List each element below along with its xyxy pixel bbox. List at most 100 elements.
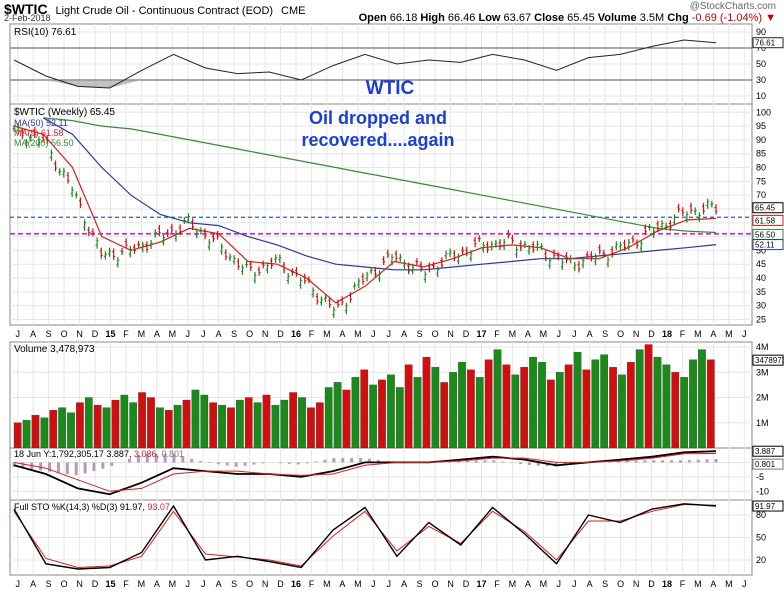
- x-tick-label-lower: O: [246, 579, 253, 589]
- volume-bar: [147, 397, 155, 449]
- price-panel-frame: [9, 103, 753, 326]
- price-y-tick: 80: [756, 163, 766, 173]
- x-tick-label-upper: J: [15, 329, 20, 339]
- x-tick-label-lower: M: [169, 579, 177, 589]
- volume-bar: [84, 397, 93, 449]
- watermark: @StockCharts.com: [689, 1, 776, 12]
- x-tick-label-lower: J: [386, 579, 391, 589]
- macd-legend-value-2: 0.801: [161, 449, 184, 459]
- chg-label: Chg: [667, 12, 689, 24]
- macd-histogram-bar: [216, 462, 220, 465]
- x-tick-label-lower: S: [46, 579, 52, 589]
- volume-bar: [49, 409, 58, 449]
- macd-histogram-bar: [305, 462, 309, 464]
- macd-histogram-bar: [643, 460, 647, 463]
- volume-bar: [307, 407, 315, 449]
- volume-bar: [475, 377, 484, 449]
- x-tick-label-upper: S: [417, 329, 423, 339]
- x-tick-label-lower: M: [694, 579, 702, 589]
- ma-legend-2: MA(200) 56.50: [14, 138, 74, 148]
- x-tick-label-lower: M: [540, 579, 548, 589]
- volume-bar: [573, 351, 582, 449]
- macd-legend-value-1: 3.086,: [134, 449, 162, 459]
- price-y-tick: 85: [756, 149, 766, 159]
- x-tick-label-upper: J: [371, 329, 376, 339]
- volume-bar: [698, 349, 706, 449]
- volume-bar: [120, 394, 129, 449]
- volume-bar: [440, 382, 449, 449]
- macd-histogram-bar: [190, 458, 194, 463]
- x-tick-label-upper: A: [710, 329, 716, 339]
- x-tick-label-lower: 16: [291, 579, 301, 589]
- macd-histogram-bar: [207, 462, 211, 463]
- macd-histogram-bar: [492, 460, 496, 463]
- x-tick-label-upper: F: [494, 329, 500, 339]
- x-tick-label-lower: A: [525, 579, 531, 589]
- price-y-tick: 45: [756, 259, 766, 269]
- x-tick-label-lower: F: [494, 579, 500, 589]
- sto-legend-d: 93.07: [147, 502, 170, 512]
- volume-bar: [484, 359, 493, 449]
- x-tick-label-lower: M: [354, 579, 362, 589]
- open-label: Open: [358, 12, 387, 24]
- x-tick-label-lower: M: [509, 579, 517, 589]
- x-tick-label-upper: M: [354, 329, 362, 339]
- macd-histogram-bar: [65, 462, 69, 475]
- price-y-tick: 35: [756, 287, 766, 297]
- x-tick-label-lower: J: [371, 579, 376, 589]
- volume-bar: [93, 404, 102, 449]
- volume-bar: [547, 379, 555, 449]
- volume-last-value: 3478973: [755, 356, 784, 365]
- x-tick-label-upper: A: [587, 329, 593, 339]
- x-tick-label-lower: F: [309, 579, 315, 589]
- x-tick-label-upper: J: [572, 329, 577, 339]
- ma200-last-value: 56.50: [755, 230, 776, 239]
- ma9-last-value: 61.58: [755, 216, 776, 225]
- x-tick-label-upper: M: [694, 329, 702, 339]
- x-tick-label-lower: S: [231, 579, 237, 589]
- macd-histogram-bar: [172, 453, 176, 463]
- volume-bar: [40, 417, 49, 449]
- x-tick-label-upper: D: [648, 329, 655, 339]
- x-tick-label-upper: O: [61, 329, 68, 339]
- ma9-line: [13, 125, 717, 304]
- volume-bar: [511, 374, 520, 449]
- x-tick-label-lower: 17: [476, 579, 486, 589]
- x-tick-label-lower: D: [92, 579, 99, 589]
- macd-hist-last-value-box: [752, 458, 784, 470]
- volume-bar: [360, 369, 369, 449]
- volume-bar: [271, 404, 280, 449]
- x-tick-label-lower: M: [725, 579, 733, 589]
- volume-value: 3.5M: [639, 12, 665, 24]
- x-tick-label-lower: S: [602, 579, 608, 589]
- volume-bar: [591, 359, 600, 449]
- volume-bar: [582, 369, 591, 449]
- x-tick-label-upper: N: [633, 329, 640, 339]
- annotation-line-1: Oil dropped and: [309, 108, 447, 128]
- rsi-last-value: 76.61: [755, 39, 776, 48]
- volume-bar: [600, 354, 609, 449]
- price-y-tick: 25: [756, 314, 766, 324]
- macd-histogram-bar: [181, 456, 185, 463]
- sto-k-line: [13, 503, 717, 570]
- macd-histogram-bar: [287, 462, 291, 464]
- macd-histogram-bar: [92, 462, 96, 472]
- x-tick-label-lower: J: [557, 579, 562, 589]
- x-tick-label-upper: 17: [476, 329, 486, 339]
- macd-histogram-bar: [48, 462, 52, 472]
- macd-last-value-box: [752, 445, 784, 457]
- low-label: Low: [478, 12, 501, 24]
- x-tick-label-upper: M: [540, 329, 548, 339]
- x-tick-label-lower: 15: [105, 579, 115, 589]
- macd-histogram-bar: [536, 462, 540, 466]
- volume-bar: [671, 372, 680, 449]
- macd-last-value: 3.887: [755, 447, 776, 456]
- volume-bar: [298, 397, 306, 449]
- volume-bar: [156, 407, 164, 449]
- macd-histogram-bar: [332, 458, 336, 463]
- x-tick-label-lower: J: [15, 579, 20, 589]
- macd-histogram-bar: [252, 462, 256, 465]
- volume-bar: [200, 394, 209, 449]
- annotation-text: Oil dropped and recovered....again: [283, 107, 473, 151]
- x-tick-label-upper: A: [154, 329, 160, 339]
